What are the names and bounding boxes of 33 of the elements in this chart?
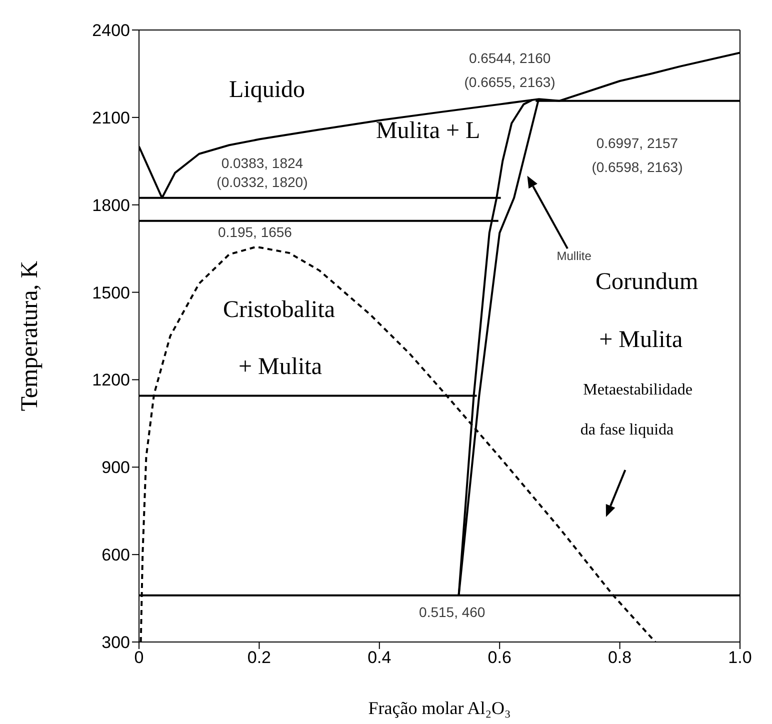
x-tick-label: 0.4 bbox=[368, 648, 392, 668]
y-tick-label: 1500 bbox=[92, 283, 130, 302]
annotation: (0.6598, 2163) bbox=[592, 158, 683, 175]
x-tick-label: 0.8 bbox=[608, 648, 632, 668]
y-tick-label: 1200 bbox=[92, 370, 130, 390]
annotation: Corundum bbox=[596, 269, 699, 296]
annotation: Metaestabilidade bbox=[583, 381, 692, 398]
y-tick-label: 300 bbox=[102, 633, 130, 652]
annotation: 0.6997, 2157 bbox=[596, 135, 678, 152]
y-tick-label: 600 bbox=[102, 546, 130, 565]
annotation: (0.6655, 2163) bbox=[464, 74, 556, 90]
y-tick-label: 2400 bbox=[92, 21, 130, 40]
y-tick-label: 1800 bbox=[92, 196, 130, 215]
annotation: Cristobalita bbox=[223, 297, 336, 324]
annotation: 0.0383, 1824 bbox=[221, 154, 304, 171]
annotation: 0.6544, 2160 bbox=[468, 50, 551, 66]
annotation: (0.0332, 1820) bbox=[216, 174, 308, 190]
x-tick-label: 0.2 bbox=[247, 648, 272, 668]
annotation: Mullite bbox=[556, 249, 592, 264]
annotation: Liquido bbox=[229, 77, 306, 104]
annotation: 0.195, 1656 bbox=[218, 224, 292, 240]
x-tick-label: 0 bbox=[134, 648, 144, 668]
x-axis-title: Fração molar Al₂O₃ bbox=[368, 698, 511, 718]
y-axis-title: Temperatura, K bbox=[17, 260, 43, 412]
y-tick-label: 900 bbox=[102, 458, 130, 478]
annotation: + Mulita bbox=[238, 354, 322, 380]
annotation: + Mulita bbox=[599, 327, 683, 354]
y-tick-label: 2100 bbox=[92, 108, 130, 128]
x-tick-label: 0.6 bbox=[488, 648, 512, 668]
annotation: Mulita + L bbox=[376, 118, 480, 144]
annotation: 0.515, 460 bbox=[419, 604, 486, 620]
x-tick-label: 1.0 bbox=[728, 648, 752, 668]
annotation: da fase liquida bbox=[580, 422, 674, 439]
